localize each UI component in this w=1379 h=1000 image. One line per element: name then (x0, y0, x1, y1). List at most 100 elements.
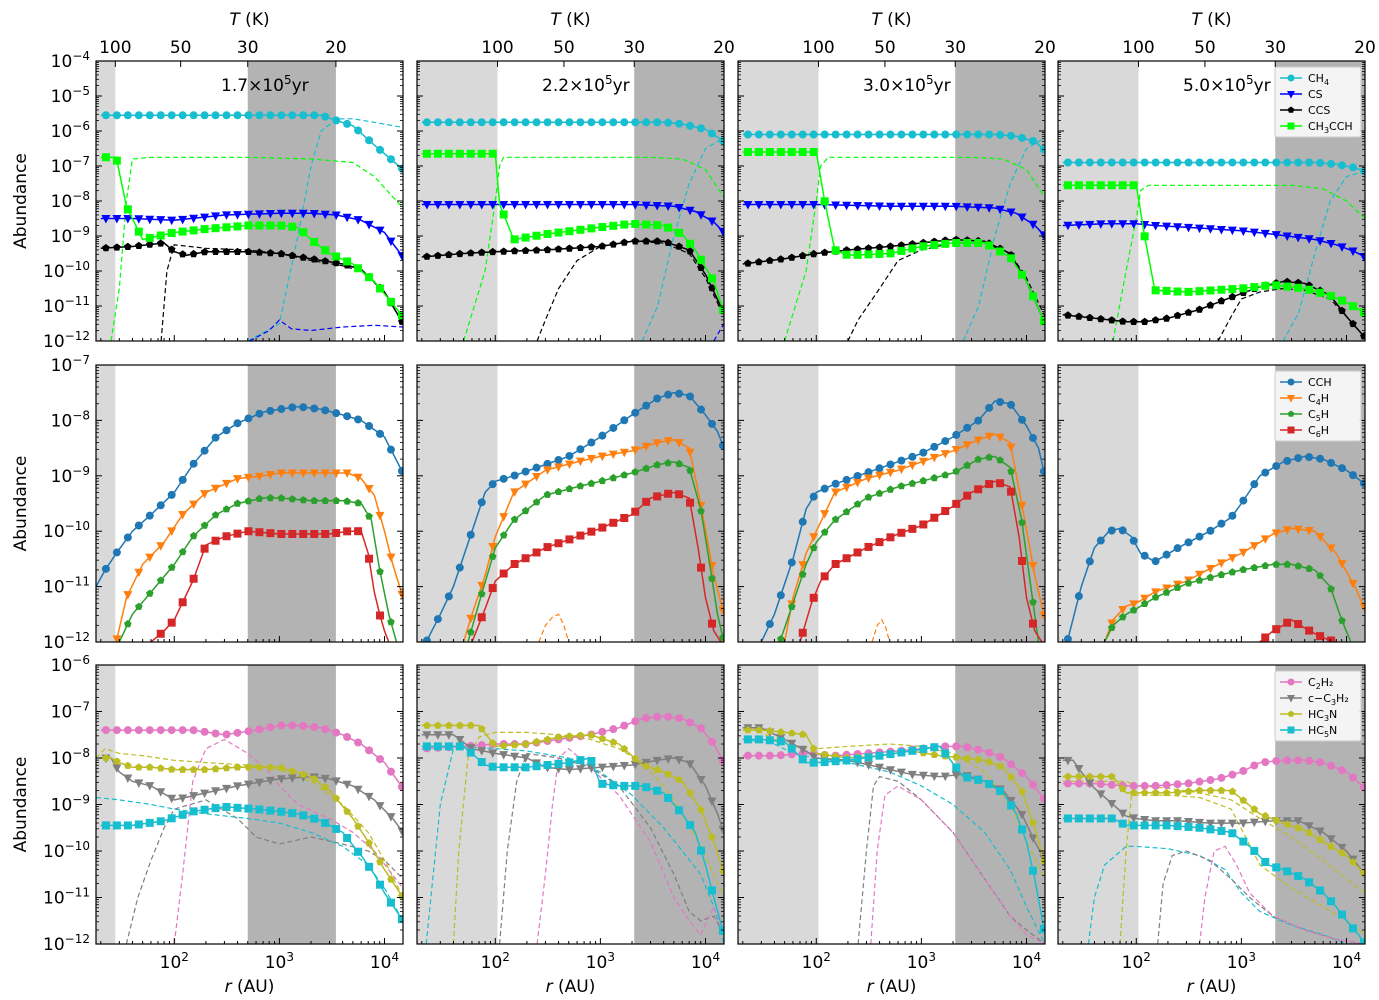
data-point (864, 753, 873, 762)
data-point (265, 776, 275, 786)
data-point (1184, 818, 1194, 827)
data-point (809, 744, 818, 752)
series-group (422, 389, 724, 642)
data-point (853, 471, 862, 480)
data-point (697, 507, 705, 515)
data-point (233, 499, 242, 507)
data-point (963, 743, 972, 752)
data-point (1085, 158, 1094, 167)
data-point (1239, 496, 1248, 505)
data-point (134, 779, 144, 788)
data-point (798, 201, 808, 210)
panel-frame (737, 364, 1046, 643)
data-point (397, 782, 403, 791)
y-tick-label: 10−7 (51, 700, 90, 723)
data-point (178, 475, 187, 484)
data-point (766, 256, 774, 264)
data-point (675, 228, 684, 237)
data-point (809, 543, 818, 552)
data-point (653, 237, 661, 245)
data-point (466, 748, 475, 757)
data-point (664, 390, 673, 399)
time-label: 3.0×105yr (863, 73, 951, 96)
data-point (686, 789, 694, 797)
data-point (254, 210, 264, 219)
data-point (853, 130, 862, 139)
data-point (842, 554, 851, 563)
panel-r1-c1 (416, 364, 725, 643)
data-point (598, 431, 607, 440)
data-point (985, 403, 994, 412)
data-point (1293, 525, 1303, 535)
data-point (1096, 790, 1106, 799)
data-point (719, 866, 724, 875)
data-point (1028, 866, 1037, 875)
data-point (1261, 561, 1270, 569)
data-point (664, 489, 673, 498)
data-point (853, 478, 863, 488)
data-point (653, 394, 662, 403)
data-point (200, 111, 209, 120)
data-point (134, 215, 144, 224)
data-point (576, 445, 585, 454)
data-point (488, 480, 497, 489)
data-point (587, 438, 596, 447)
data-point (288, 721, 297, 730)
data-point (320, 774, 330, 784)
data-point (510, 247, 519, 255)
data-point (310, 255, 318, 263)
data-point (1305, 285, 1314, 294)
data-point (675, 459, 683, 468)
data-point (743, 148, 752, 156)
data-point (156, 764, 165, 772)
data-point (1337, 560, 1347, 569)
data-point (642, 497, 651, 506)
data-point (918, 202, 928, 212)
data-point (112, 635, 122, 642)
data-point (1151, 821, 1160, 830)
data-point (653, 765, 661, 774)
data-point (1338, 161, 1347, 170)
data-point (146, 589, 154, 597)
data-point (1260, 817, 1270, 827)
data-point (113, 243, 121, 251)
data-point (477, 201, 487, 210)
data-point (973, 203, 983, 213)
data-point (386, 813, 396, 822)
data-point (1206, 158, 1215, 167)
data-point (896, 768, 906, 778)
data-point (587, 527, 596, 536)
data-point (919, 745, 928, 754)
data-point (576, 482, 585, 490)
data-point (1338, 306, 1346, 314)
data-point (499, 513, 509, 522)
data-point (707, 797, 717, 807)
data-point (232, 211, 242, 220)
data-point (1096, 220, 1106, 229)
data-point (1228, 511, 1237, 520)
data-point (697, 263, 705, 271)
data-point (123, 111, 132, 120)
data-point (1018, 133, 1027, 142)
data-point (101, 726, 110, 735)
data-point (1287, 122, 1295, 130)
data-point (101, 215, 111, 224)
data-point (952, 430, 961, 439)
dashed-series-line (125, 799, 403, 944)
y-tick-label: 10−9 (51, 224, 90, 247)
data-point (1348, 247, 1358, 257)
data-point (332, 728, 341, 737)
data-point (1140, 551, 1149, 560)
data-point (456, 249, 464, 258)
data-point (853, 201, 863, 211)
data-point (244, 247, 253, 255)
data-point (354, 264, 363, 273)
data-point (189, 214, 199, 224)
data-point (619, 762, 629, 771)
data-point (386, 237, 396, 247)
data-point (984, 204, 994, 213)
data-point (354, 822, 362, 830)
data-point (831, 515, 840, 523)
data-point (287, 469, 297, 479)
data-point (433, 201, 443, 210)
